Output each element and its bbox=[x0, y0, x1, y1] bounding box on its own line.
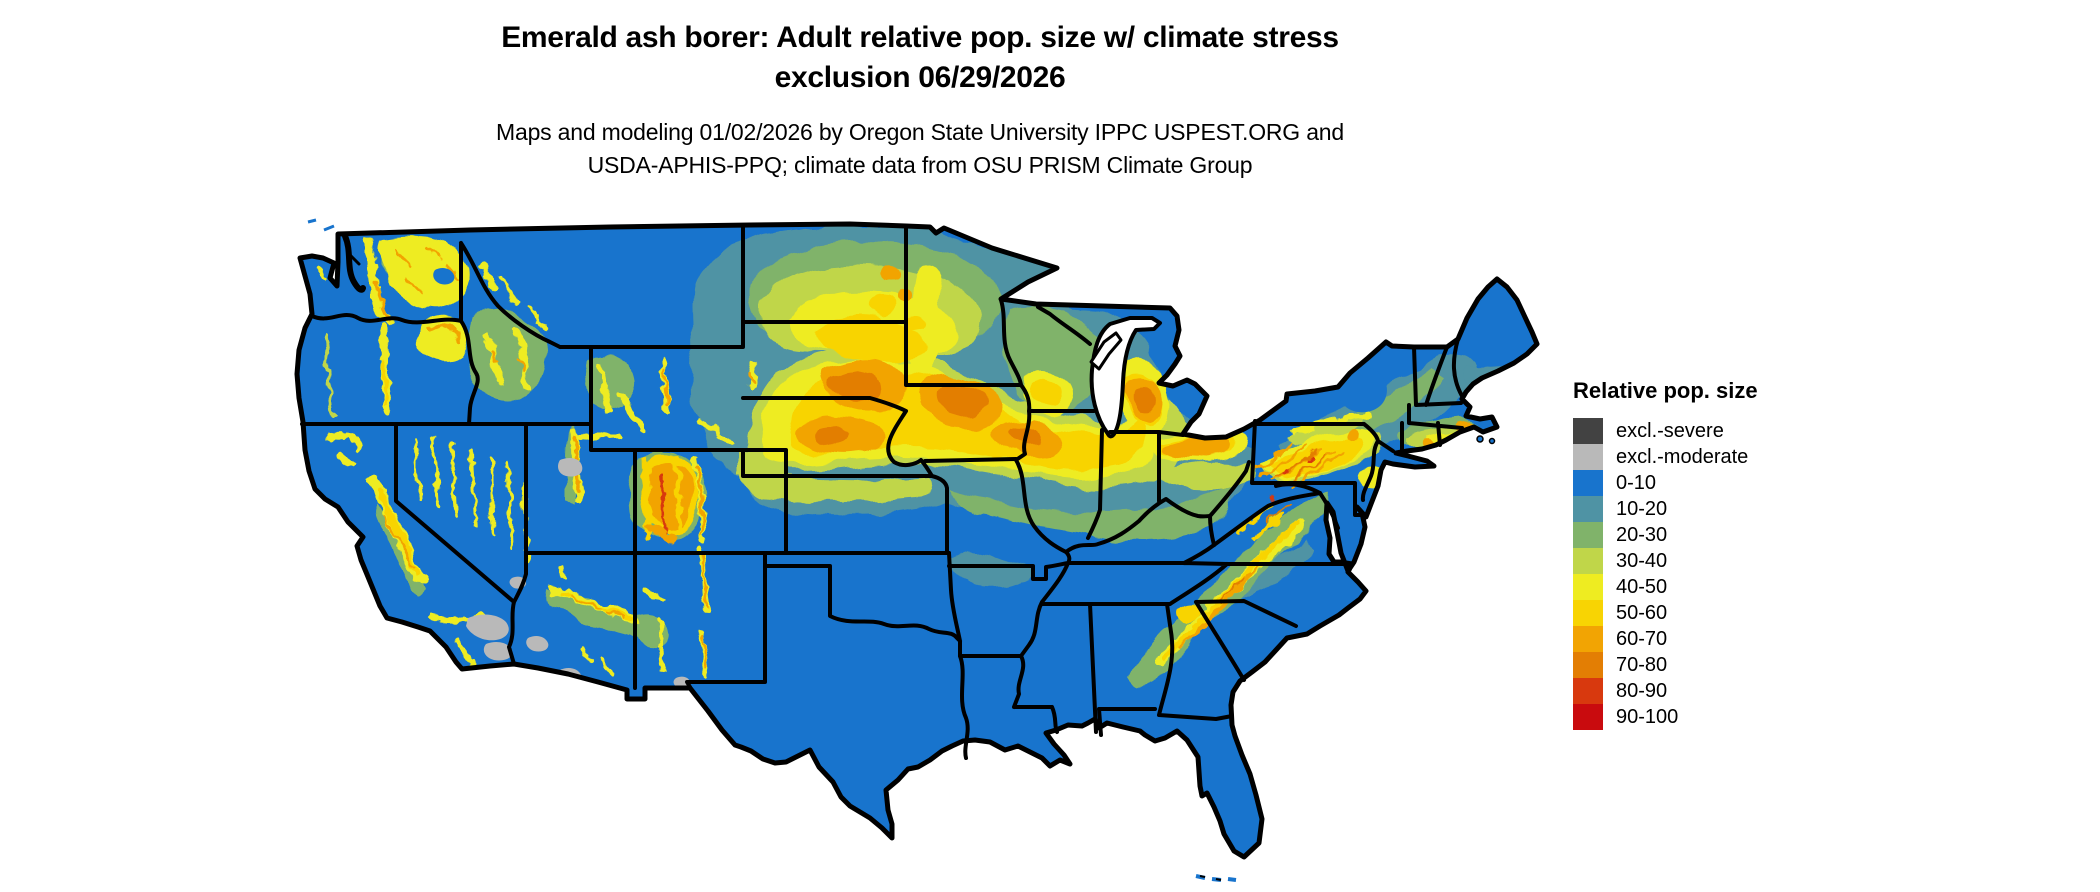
legend-item: 10-20 bbox=[1573, 496, 1758, 522]
legend-item-label: excl.-moderate bbox=[1616, 446, 1749, 468]
legend-item: 20-30 bbox=[1573, 522, 1758, 548]
mountain-streaks bbox=[317, 233, 1372, 679]
legend-item-label: 70-80 bbox=[1616, 654, 1668, 676]
legend-swatch-excl-severe bbox=[1573, 418, 1603, 444]
legend-swatch-80-90 bbox=[1573, 678, 1603, 704]
legend-item: 50-60 bbox=[1573, 600, 1758, 626]
legend-swatch-10-20 bbox=[1573, 496, 1603, 522]
legend-swatch-40-50 bbox=[1573, 574, 1603, 600]
legend-swatch-90-100 bbox=[1573, 704, 1603, 730]
legend-item: excl.-moderate bbox=[1573, 444, 1758, 470]
population-raster-layers bbox=[317, 225, 1528, 689]
state-borders-plains bbox=[741, 225, 1023, 760]
legend-swatch-60-70 bbox=[1573, 626, 1603, 652]
state-borders-east bbox=[1212, 419, 1395, 547]
subtitle-line-2: USDA-APHIS-PPQ; climate data from OSU PR… bbox=[587, 152, 1253, 178]
legend-item: 70-80 bbox=[1573, 652, 1758, 678]
title-line-2: exclusion 06/29/2026 bbox=[774, 61, 1066, 94]
state-borders-west bbox=[300, 223, 951, 690]
legend-item-label: 80-90 bbox=[1616, 680, 1668, 702]
legend: Relative pop. size excl.-severe excl.-mo… bbox=[1573, 378, 1758, 730]
legend-item-label: 20-30 bbox=[1616, 524, 1668, 546]
green-bay bbox=[1089, 331, 1123, 371]
puget-sound bbox=[342, 233, 366, 293]
legend-item-label: 30-40 bbox=[1616, 550, 1668, 572]
legend-item-label: 40-50 bbox=[1616, 576, 1668, 598]
low-pop-addbacks bbox=[433, 267, 1387, 413]
legend-item: excl.-severe bbox=[1573, 418, 1758, 444]
legend-item: 80-90 bbox=[1573, 678, 1758, 704]
legend-swatch-excl-moderate bbox=[1573, 444, 1603, 470]
legend-item-label: excl.-severe bbox=[1616, 420, 1724, 442]
legend-item: 60-70 bbox=[1573, 626, 1758, 652]
legend-swatch-20-30 bbox=[1573, 522, 1603, 548]
legend-swatch-30-40 bbox=[1573, 548, 1603, 574]
state-borders bbox=[300, 223, 1464, 760]
legend-items: excl.-severe excl.-moderate 0-10 10-20 2… bbox=[1573, 418, 1758, 730]
legend-title: Relative pop. size bbox=[1573, 378, 1758, 403]
us-map-figure bbox=[230, 170, 1570, 892]
state-borders-south bbox=[947, 514, 1354, 737]
legend-swatch-0-10 bbox=[1573, 470, 1603, 496]
legend-item-label: 50-60 bbox=[1616, 602, 1668, 624]
legend-item-label: 60-70 bbox=[1616, 628, 1668, 650]
legend-item-label: 90-100 bbox=[1616, 706, 1679, 728]
legend-swatch-70-80 bbox=[1573, 652, 1603, 678]
state-borders-newengland bbox=[1400, 337, 1464, 453]
title-line-1: Emerald ash borer: Adult relative pop. s… bbox=[501, 21, 1339, 54]
state-borders-midwest bbox=[999, 298, 1251, 554]
figure-subtitle: Maps and modeling 01/02/2026 by Oregon S… bbox=[250, 116, 1590, 182]
legend-item-label: 10-20 bbox=[1616, 498, 1668, 520]
legend-item: 30-40 bbox=[1573, 548, 1758, 574]
legend-item-label: 0-10 bbox=[1616, 472, 1657, 494]
figure-title: Emerald ash borer: Adult relative pop. s… bbox=[250, 18, 1590, 98]
us-map bbox=[230, 218, 1570, 882]
islands-and-keys bbox=[307, 218, 1496, 882]
legend-item: 0-10 bbox=[1573, 470, 1758, 496]
legend-item: 40-50 bbox=[1573, 574, 1758, 600]
legend-swatch-50-60 bbox=[1573, 600, 1603, 626]
subtitle-line-1: Maps and modeling 01/02/2026 by Oregon S… bbox=[496, 119, 1344, 145]
legend-item: 90-100 bbox=[1573, 704, 1758, 730]
pop-70-80-band bbox=[813, 370, 1155, 445]
